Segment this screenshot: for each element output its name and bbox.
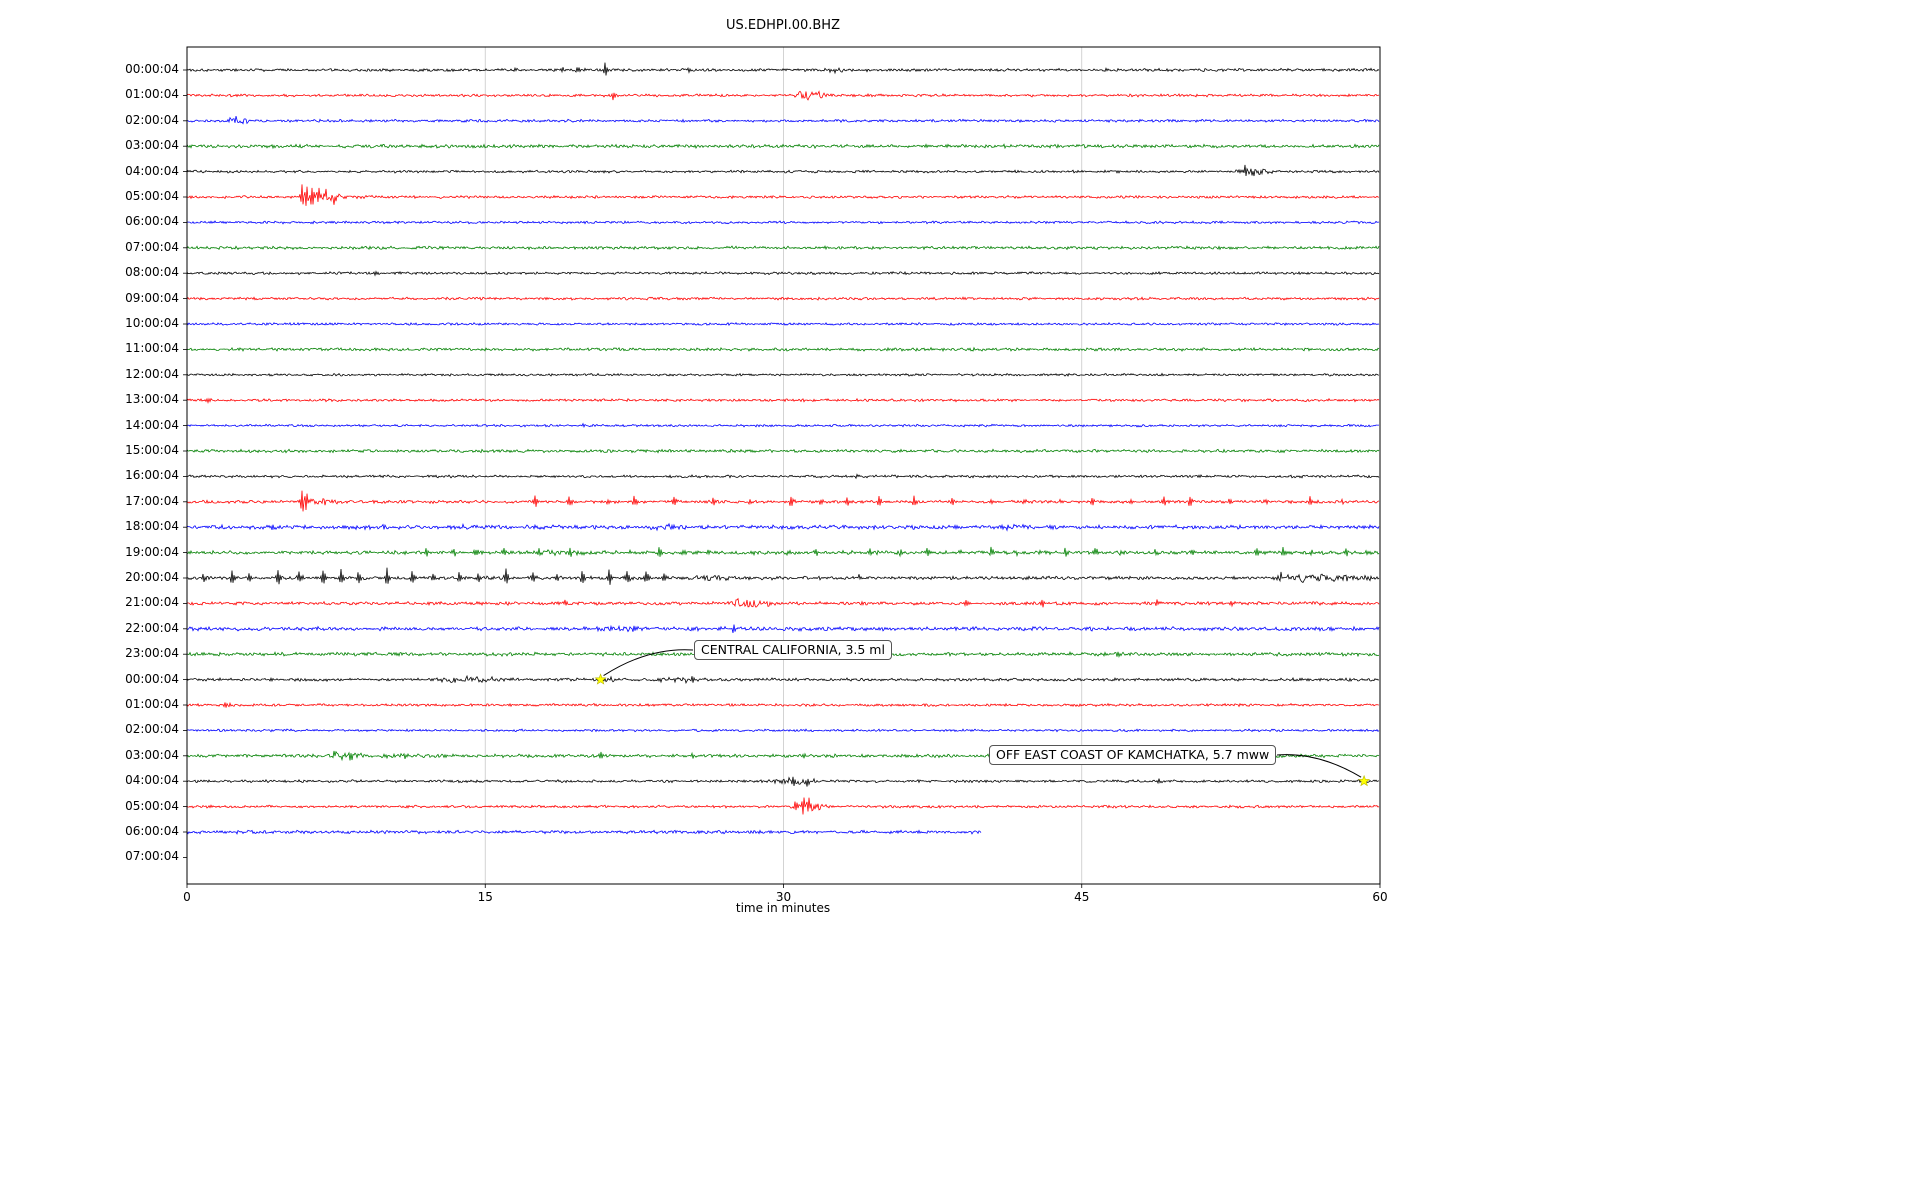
waveform-trace-5 bbox=[186, 184, 1379, 206]
waveform-trace-15 bbox=[186, 448, 1380, 454]
y-tick-label: 00:00:04 bbox=[125, 671, 179, 686]
y-tick-label: 05:00:04 bbox=[125, 798, 179, 813]
waveform-trace-11 bbox=[186, 346, 1380, 352]
y-tick-label: 14:00:04 bbox=[125, 417, 179, 432]
y-tick-label: 20:00:04 bbox=[125, 570, 179, 584]
y-tick-label: 19:00:04 bbox=[125, 544, 179, 559]
annotation-arrow bbox=[603, 649, 694, 677]
waveform-trace-24 bbox=[186, 674, 1380, 684]
y-tick-label: 22:00:04 bbox=[125, 620, 179, 635]
y-tick-label: 06:00:04 bbox=[125, 824, 179, 838]
event-marker-star bbox=[594, 673, 607, 685]
y-tick-label: 01:00:04 bbox=[125, 87, 179, 102]
y-tick-label: 04:00:04 bbox=[125, 773, 179, 788]
y-tick-label: 00:00:04 bbox=[125, 62, 179, 76]
y-tick-label: 11:00:04 bbox=[125, 341, 179, 356]
x-tick-label: 60 bbox=[1372, 890, 1388, 904]
waveform-trace-3 bbox=[186, 143, 1380, 150]
y-tick-label: 23:00:04 bbox=[125, 646, 179, 661]
y-tick-label: 17:00:04 bbox=[125, 493, 179, 508]
waveform-trace-17 bbox=[186, 490, 1380, 512]
waveform-trace-22 bbox=[186, 624, 1380, 633]
waveform-trace-14 bbox=[187, 422, 1379, 429]
waveform-trace-30 bbox=[186, 829, 982, 835]
x-axis-title: time in minutes bbox=[735, 901, 831, 915]
y-tick-label: 06:00:04 bbox=[125, 214, 179, 229]
y-tick-label: 15:00:04 bbox=[125, 443, 179, 457]
waveform-trace-2 bbox=[186, 116, 1380, 125]
waveform-trace-25 bbox=[186, 701, 1380, 708]
y-tick-label: 16:00:04 bbox=[125, 468, 179, 483]
x-tick-label: 30 bbox=[775, 890, 792, 904]
waveform-trace-1 bbox=[186, 90, 1380, 101]
y-tick-label: 02:00:04 bbox=[125, 112, 179, 127]
y-tick-label: 07:00:04 bbox=[125, 849, 179, 864]
plot-frame bbox=[186, 46, 1381, 885]
annotation-central-california: CENTRAL CALIFORNIA, 3.5 ml bbox=[694, 640, 892, 660]
y-tick-label: 03:00:04 bbox=[125, 138, 179, 153]
waveform-trace-0 bbox=[186, 62, 1380, 76]
waveform-trace-29 bbox=[186, 797, 1380, 815]
y-tick-label: 01:00:04 bbox=[125, 697, 179, 711]
waveform-trace-6 bbox=[186, 220, 1379, 225]
waveform-trace-12 bbox=[186, 372, 1380, 377]
annotation-kamchatka: OFF EAST COAST OF KAMCHATKA, 5.7 mww bbox=[989, 745, 1277, 765]
x-tick-label: 45 bbox=[1074, 890, 1090, 904]
annotation-arrow bbox=[1276, 754, 1362, 778]
waveform-trace-26 bbox=[186, 728, 1380, 733]
waveform-trace-4 bbox=[186, 164, 1380, 177]
y-tick-label: 02:00:04 bbox=[125, 722, 179, 737]
waveform-trace-20 bbox=[186, 567, 1380, 585]
y-tick-label: 10:00:04 bbox=[125, 316, 179, 330]
waveform-trace-13 bbox=[186, 397, 1380, 405]
waveform-trace-9 bbox=[186, 296, 1380, 301]
event-marker-star bbox=[1358, 774, 1371, 787]
y-tick-label: 04:00:04 bbox=[125, 163, 179, 178]
y-tick-label: 21:00:04 bbox=[125, 595, 179, 610]
y-tick-label: 03:00:04 bbox=[125, 747, 179, 762]
y-tick-label: 05:00:04 bbox=[125, 189, 179, 203]
y-tick-label: 08:00:04 bbox=[125, 265, 179, 280]
chart-title: US.EDHPI.00.BHZ bbox=[726, 18, 840, 33]
waveform-trace-7 bbox=[186, 245, 1380, 251]
waveform-trace-28 bbox=[186, 776, 1380, 787]
waveform-trace-19 bbox=[186, 546, 1380, 558]
y-tick-label: 07:00:04 bbox=[125, 239, 179, 254]
y-tick-label: 09:00:04 bbox=[125, 290, 179, 305]
y-tick-label: 18:00:04 bbox=[125, 519, 179, 534]
waveform-trace-18 bbox=[186, 522, 1380, 532]
x-tick-label: 15 bbox=[477, 890, 493, 904]
waveform-trace-8 bbox=[186, 270, 1380, 277]
y-tick-label: 12:00:04 bbox=[125, 366, 179, 381]
waveform-trace-21 bbox=[186, 597, 1380, 608]
x-tick-label: 0 bbox=[183, 890, 191, 904]
waveform-trace-10 bbox=[186, 321, 1380, 327]
waveform-trace-16 bbox=[186, 473, 1380, 480]
y-tick-label: 13:00:04 bbox=[125, 392, 179, 407]
